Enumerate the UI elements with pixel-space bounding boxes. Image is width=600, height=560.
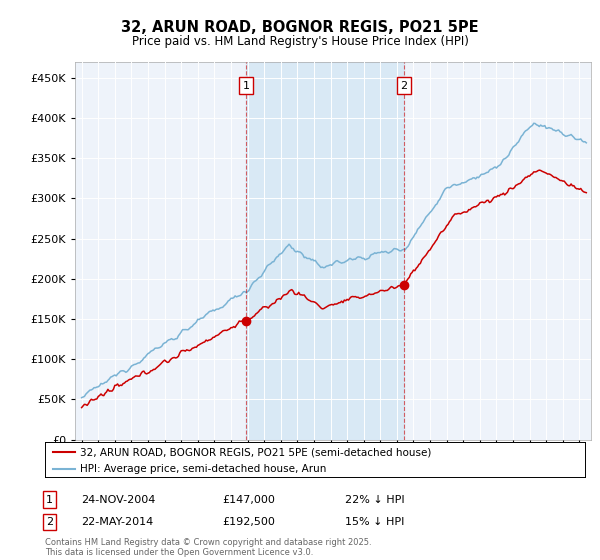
Text: 1: 1	[242, 81, 250, 91]
Text: 22% ↓ HPI: 22% ↓ HPI	[345, 494, 404, 505]
Text: £192,500: £192,500	[222, 517, 275, 527]
Text: HPI: Average price, semi-detached house, Arun: HPI: Average price, semi-detached house,…	[80, 464, 326, 474]
Text: 24-NOV-2004: 24-NOV-2004	[81, 494, 155, 505]
Text: 2: 2	[400, 81, 407, 91]
Text: £147,000: £147,000	[222, 494, 275, 505]
Text: 15% ↓ HPI: 15% ↓ HPI	[345, 517, 404, 527]
Text: 2: 2	[46, 517, 53, 527]
Bar	[246, 62, 404, 440]
Text: Contains HM Land Registry data © Crown copyright and database right 2025.
This d: Contains HM Land Registry data © Crown c…	[45, 538, 371, 557]
Text: Price paid vs. HM Land Registry's House Price Index (HPI): Price paid vs. HM Land Registry's House …	[131, 35, 469, 48]
Text: 32, ARUN ROAD, BOGNOR REGIS, PO21 5PE: 32, ARUN ROAD, BOGNOR REGIS, PO21 5PE	[121, 20, 479, 35]
Text: 32, ARUN ROAD, BOGNOR REGIS, PO21 5PE (semi-detached house): 32, ARUN ROAD, BOGNOR REGIS, PO21 5PE (s…	[80, 447, 431, 457]
Text: 22-MAY-2014: 22-MAY-2014	[81, 517, 153, 527]
Text: 1: 1	[46, 494, 53, 505]
